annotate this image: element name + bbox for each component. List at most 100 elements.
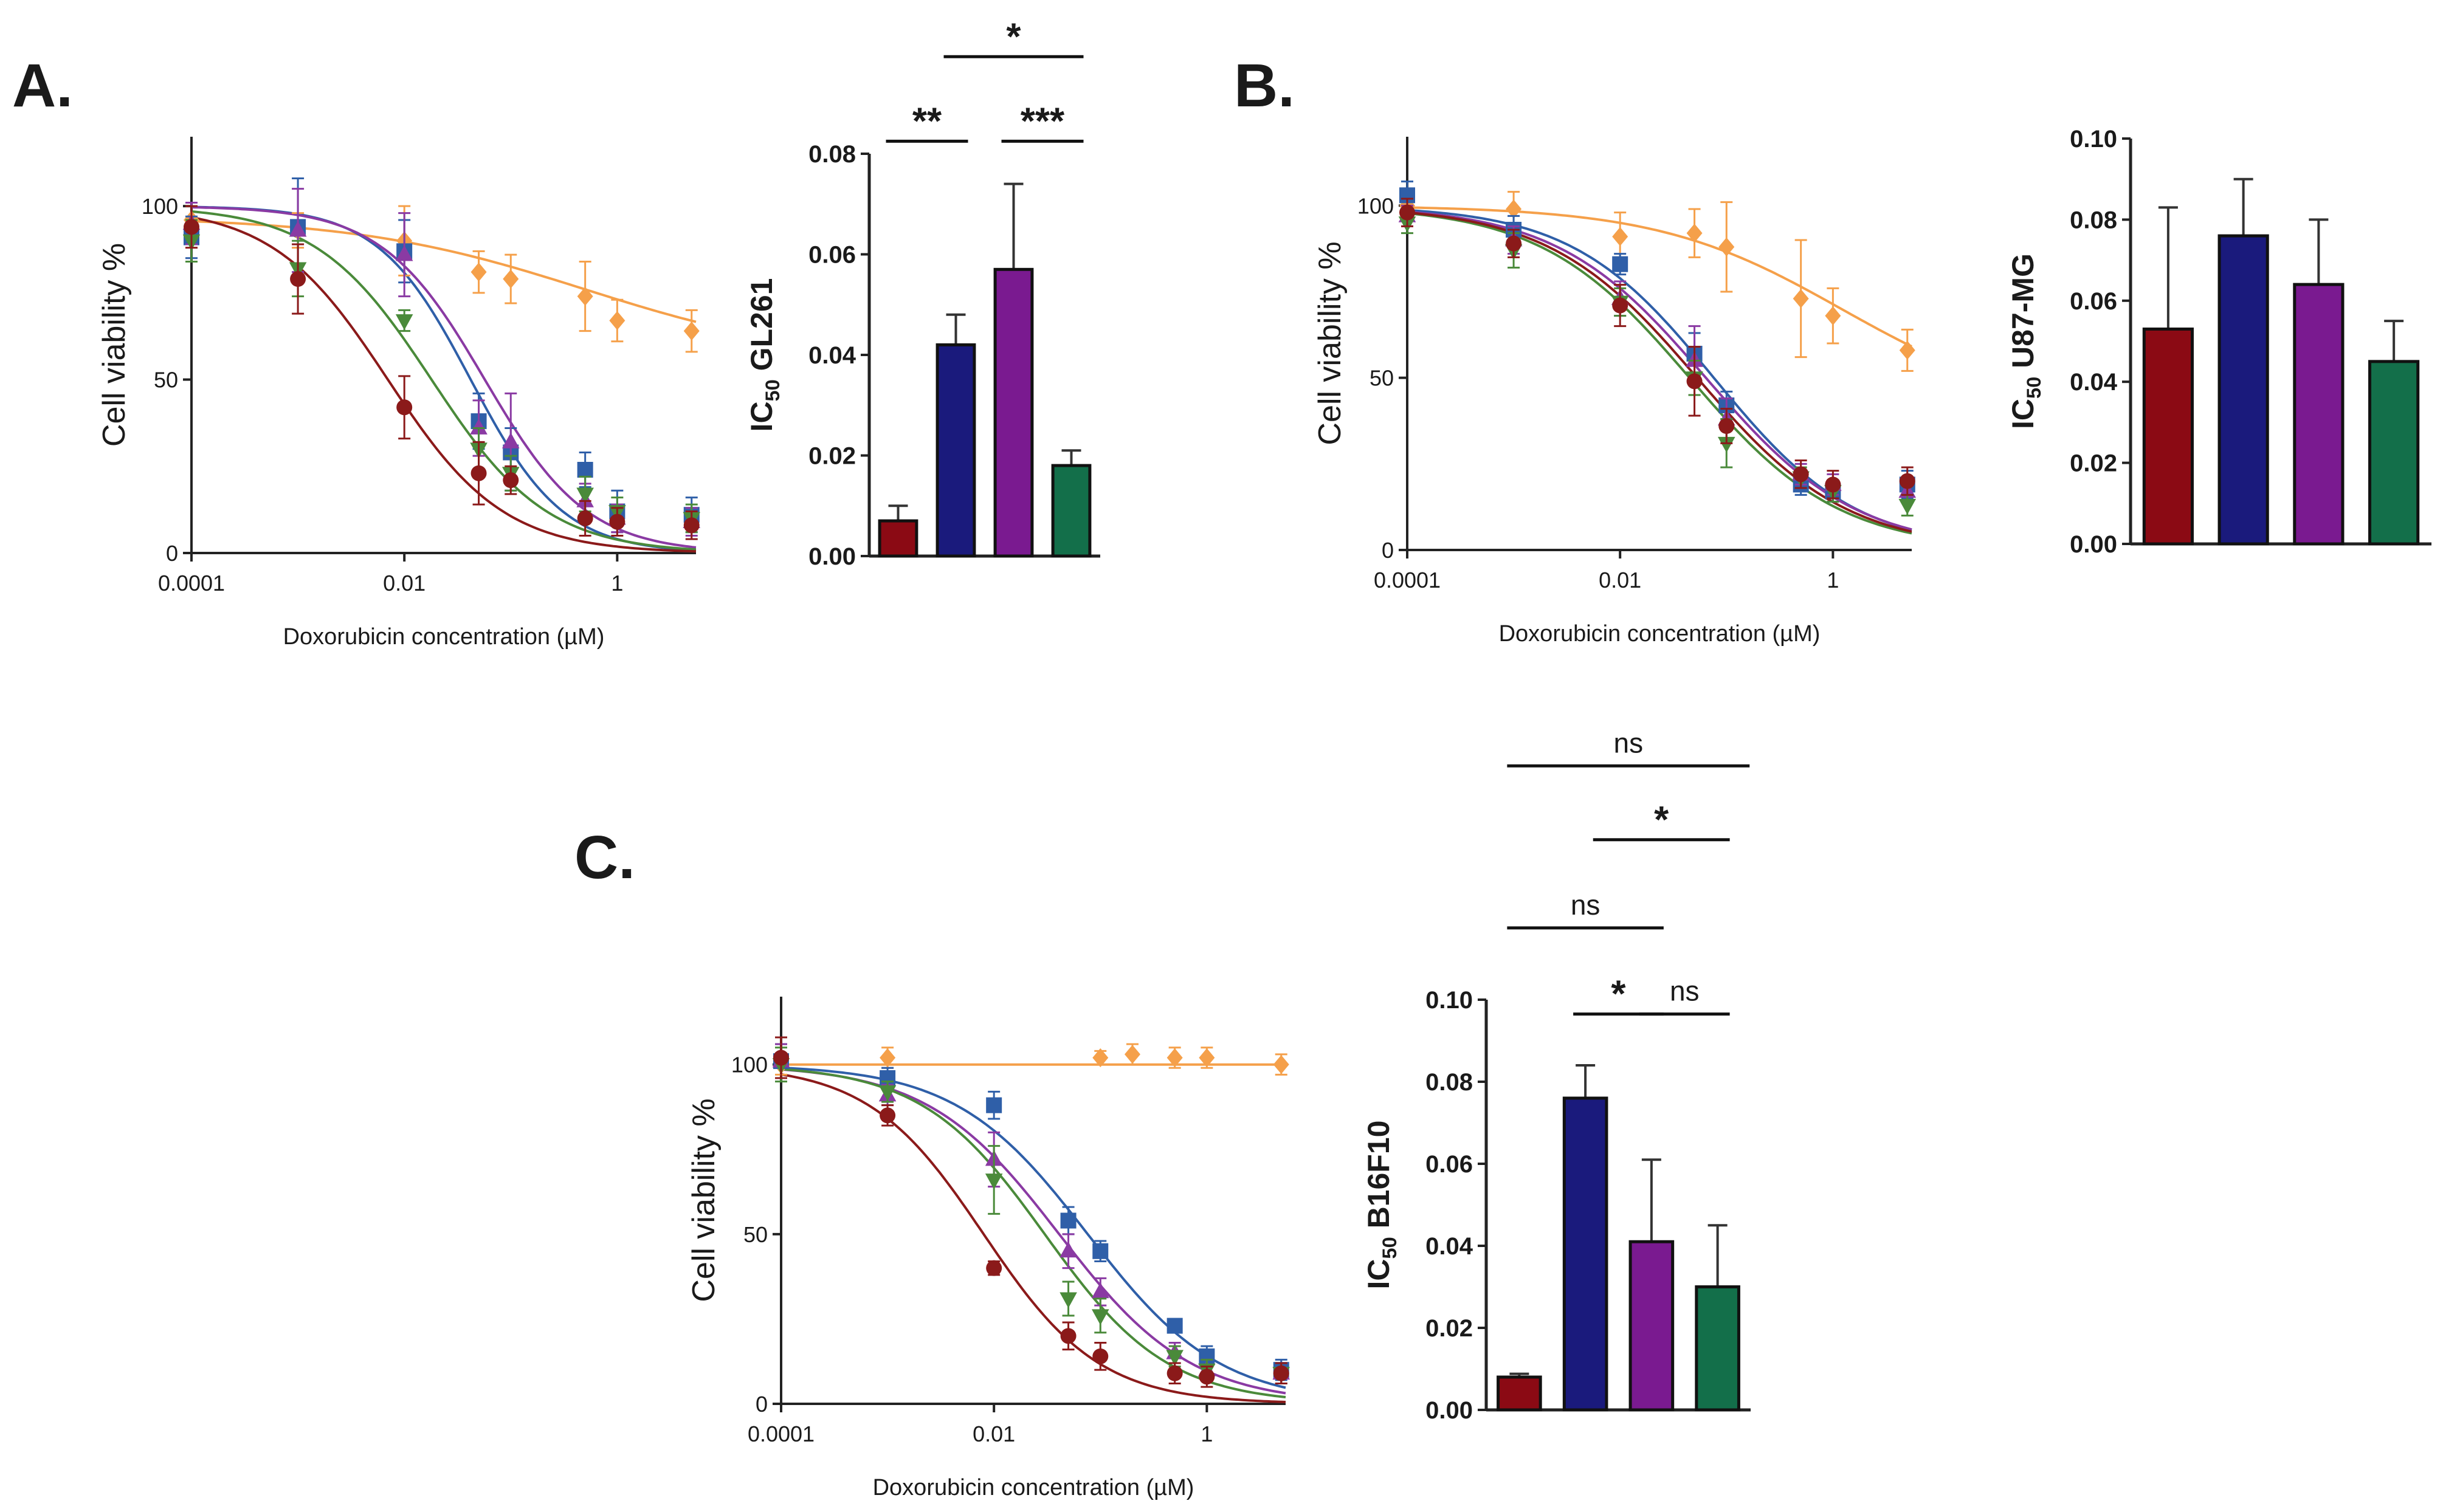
y-axis-label: Cell viability % <box>97 243 132 447</box>
data-point-circle <box>1199 1369 1215 1385</box>
y-tick-label: 50 <box>743 1222 768 1247</box>
panel-label-c: C. <box>574 823 635 892</box>
x-tick-label: 1 <box>1201 1421 1213 1446</box>
data-point-diamond <box>1718 237 1735 256</box>
y-tick-label: 100 <box>142 194 178 219</box>
data-point-circle <box>1273 1365 1289 1381</box>
data-point-triangle-up <box>470 418 488 435</box>
fit-curve-blue <box>780 1067 1286 1389</box>
x-tick-label: 1 <box>1827 568 1839 593</box>
data-point-circle <box>503 472 519 489</box>
data-point-triangle-up <box>395 245 413 261</box>
data-point-triangle-down <box>1898 498 1917 515</box>
data-point-diamond <box>880 1048 896 1068</box>
panel-b-dose-response-chart: 0 50 100 0.0001 0.01 1 Doxorubicin concentrati… <box>1312 137 1917 647</box>
data-point-circle <box>609 514 625 530</box>
y-tick-label: 0.00 <box>808 543 856 570</box>
data-point-triangle-down <box>576 487 594 504</box>
data-point-circle <box>1612 297 1628 314</box>
panel-label-a: A. <box>12 52 73 120</box>
data-point-diamond <box>1124 1045 1140 1064</box>
y-tick-label: 0.00 <box>1425 1397 1473 1424</box>
data-point-diamond <box>1899 340 1915 360</box>
y-axis-label: IC50 U87-MG <box>2006 253 2045 429</box>
data-point-circle <box>290 271 306 287</box>
y-tick-label: 0.04 <box>2070 369 2118 396</box>
y-tick-label: 0 <box>1382 538 1394 563</box>
data-point-square <box>1612 256 1628 272</box>
y-tick-label: 0.06 <box>808 242 856 269</box>
data-point-triangle-down <box>1166 1350 1184 1366</box>
bar <box>1628 1240 1675 1412</box>
data-point-diamond <box>577 286 593 306</box>
bar <box>2217 234 2269 546</box>
y-tick-label: 0.08 <box>2070 207 2117 233</box>
y-tick-label: 50 <box>154 368 178 393</box>
y-tick-label: 0 <box>166 541 178 566</box>
y-axis-label: Cell viability % <box>686 1098 722 1302</box>
y-tick-label: 0.02 <box>1425 1315 1473 1342</box>
data-point-circle <box>1686 373 1703 390</box>
data-point-square <box>1166 1318 1183 1334</box>
fit-curve-red <box>780 1073 1286 1403</box>
x-tick-label: 0.0001 <box>748 1421 815 1446</box>
data-point-circle <box>1092 1348 1109 1364</box>
significance-label: ns <box>1670 975 1700 1007</box>
fit-curve-purple <box>780 1068 1286 1395</box>
data-point-circle <box>1166 1365 1183 1381</box>
data-point-triangle-down <box>395 314 413 331</box>
data-point-triangle-down <box>1091 1309 1109 1325</box>
y-tick-label: 50 <box>1370 366 1394 391</box>
data-point-diamond <box>1612 227 1628 246</box>
data-point-triangle-up <box>289 221 307 237</box>
x-axis-label: Doxorubicin concentration (µM) <box>873 1475 1194 1500</box>
bar <box>993 267 1034 558</box>
significance-label: ns <box>1614 727 1644 758</box>
data-point-triangle-down <box>985 1174 1003 1190</box>
significance-label: * <box>1611 974 1626 1015</box>
significance-label: *** <box>1021 100 1065 142</box>
data-point-circle <box>577 510 593 526</box>
x-tick-label: 0.0001 <box>158 571 225 596</box>
data-point-circle <box>1899 473 1915 489</box>
y-axis-label: IC50 B16F10 <box>1362 1121 1401 1290</box>
y-tick-label: 0.06 <box>1425 1151 1473 1178</box>
data-point-circle <box>1399 204 1415 221</box>
x-axis-label: Doxorubicin concentration (µM) <box>1499 621 1821 647</box>
bar <box>2293 283 2345 546</box>
x-tick-label: 0.0001 <box>1374 568 1441 593</box>
fit-curve-green <box>1407 211 1912 535</box>
panel-c-dose-response-chart: 0 50 100 0.0001 0.01 1 Doxorubicin concentrati… <box>686 997 1290 1500</box>
bar <box>878 519 918 558</box>
data-point-square <box>1060 1212 1077 1229</box>
x-tick-label: 0.01 <box>1599 568 1641 593</box>
y-axis-label: Cell viability % <box>1312 241 1348 445</box>
data-point-circle <box>773 1050 789 1066</box>
data-point-diamond <box>1166 1048 1183 1068</box>
x-tick-label: 0.01 <box>383 571 426 596</box>
significance-label: ** <box>912 100 942 142</box>
y-tick-label: 0.08 <box>1425 1069 1473 1096</box>
data-point-circle <box>1060 1328 1077 1344</box>
y-tick-label: 0.10 <box>1425 987 1473 1014</box>
panel-a-dose-response-chart: 0 50 100 0.0001 0.01 1 Doxorubicin concentrati… <box>97 137 701 650</box>
x-axis-label: Doxorubicin concentration (µM) <box>283 624 605 650</box>
data-point-circle <box>184 219 199 235</box>
data-point-circle <box>1793 466 1809 483</box>
significance-label: * <box>1654 799 1669 841</box>
y-tick-label: 0.10 <box>2070 126 2117 153</box>
y-axis-label: IC50 GL261 <box>745 278 784 432</box>
bar <box>936 343 976 558</box>
y-tick-label: 0 <box>756 1392 768 1417</box>
fit-curve-orange <box>191 220 697 323</box>
bar <box>1695 1285 1740 1412</box>
fit-curve-purple <box>191 206 697 549</box>
bar <box>2142 327 2194 546</box>
fit-curve-green <box>780 1068 1286 1398</box>
data-point-diamond <box>609 311 625 331</box>
bar <box>2368 360 2420 546</box>
fit-curve-blue <box>191 205 697 552</box>
y-tick-label: 0.02 <box>2070 450 2117 477</box>
